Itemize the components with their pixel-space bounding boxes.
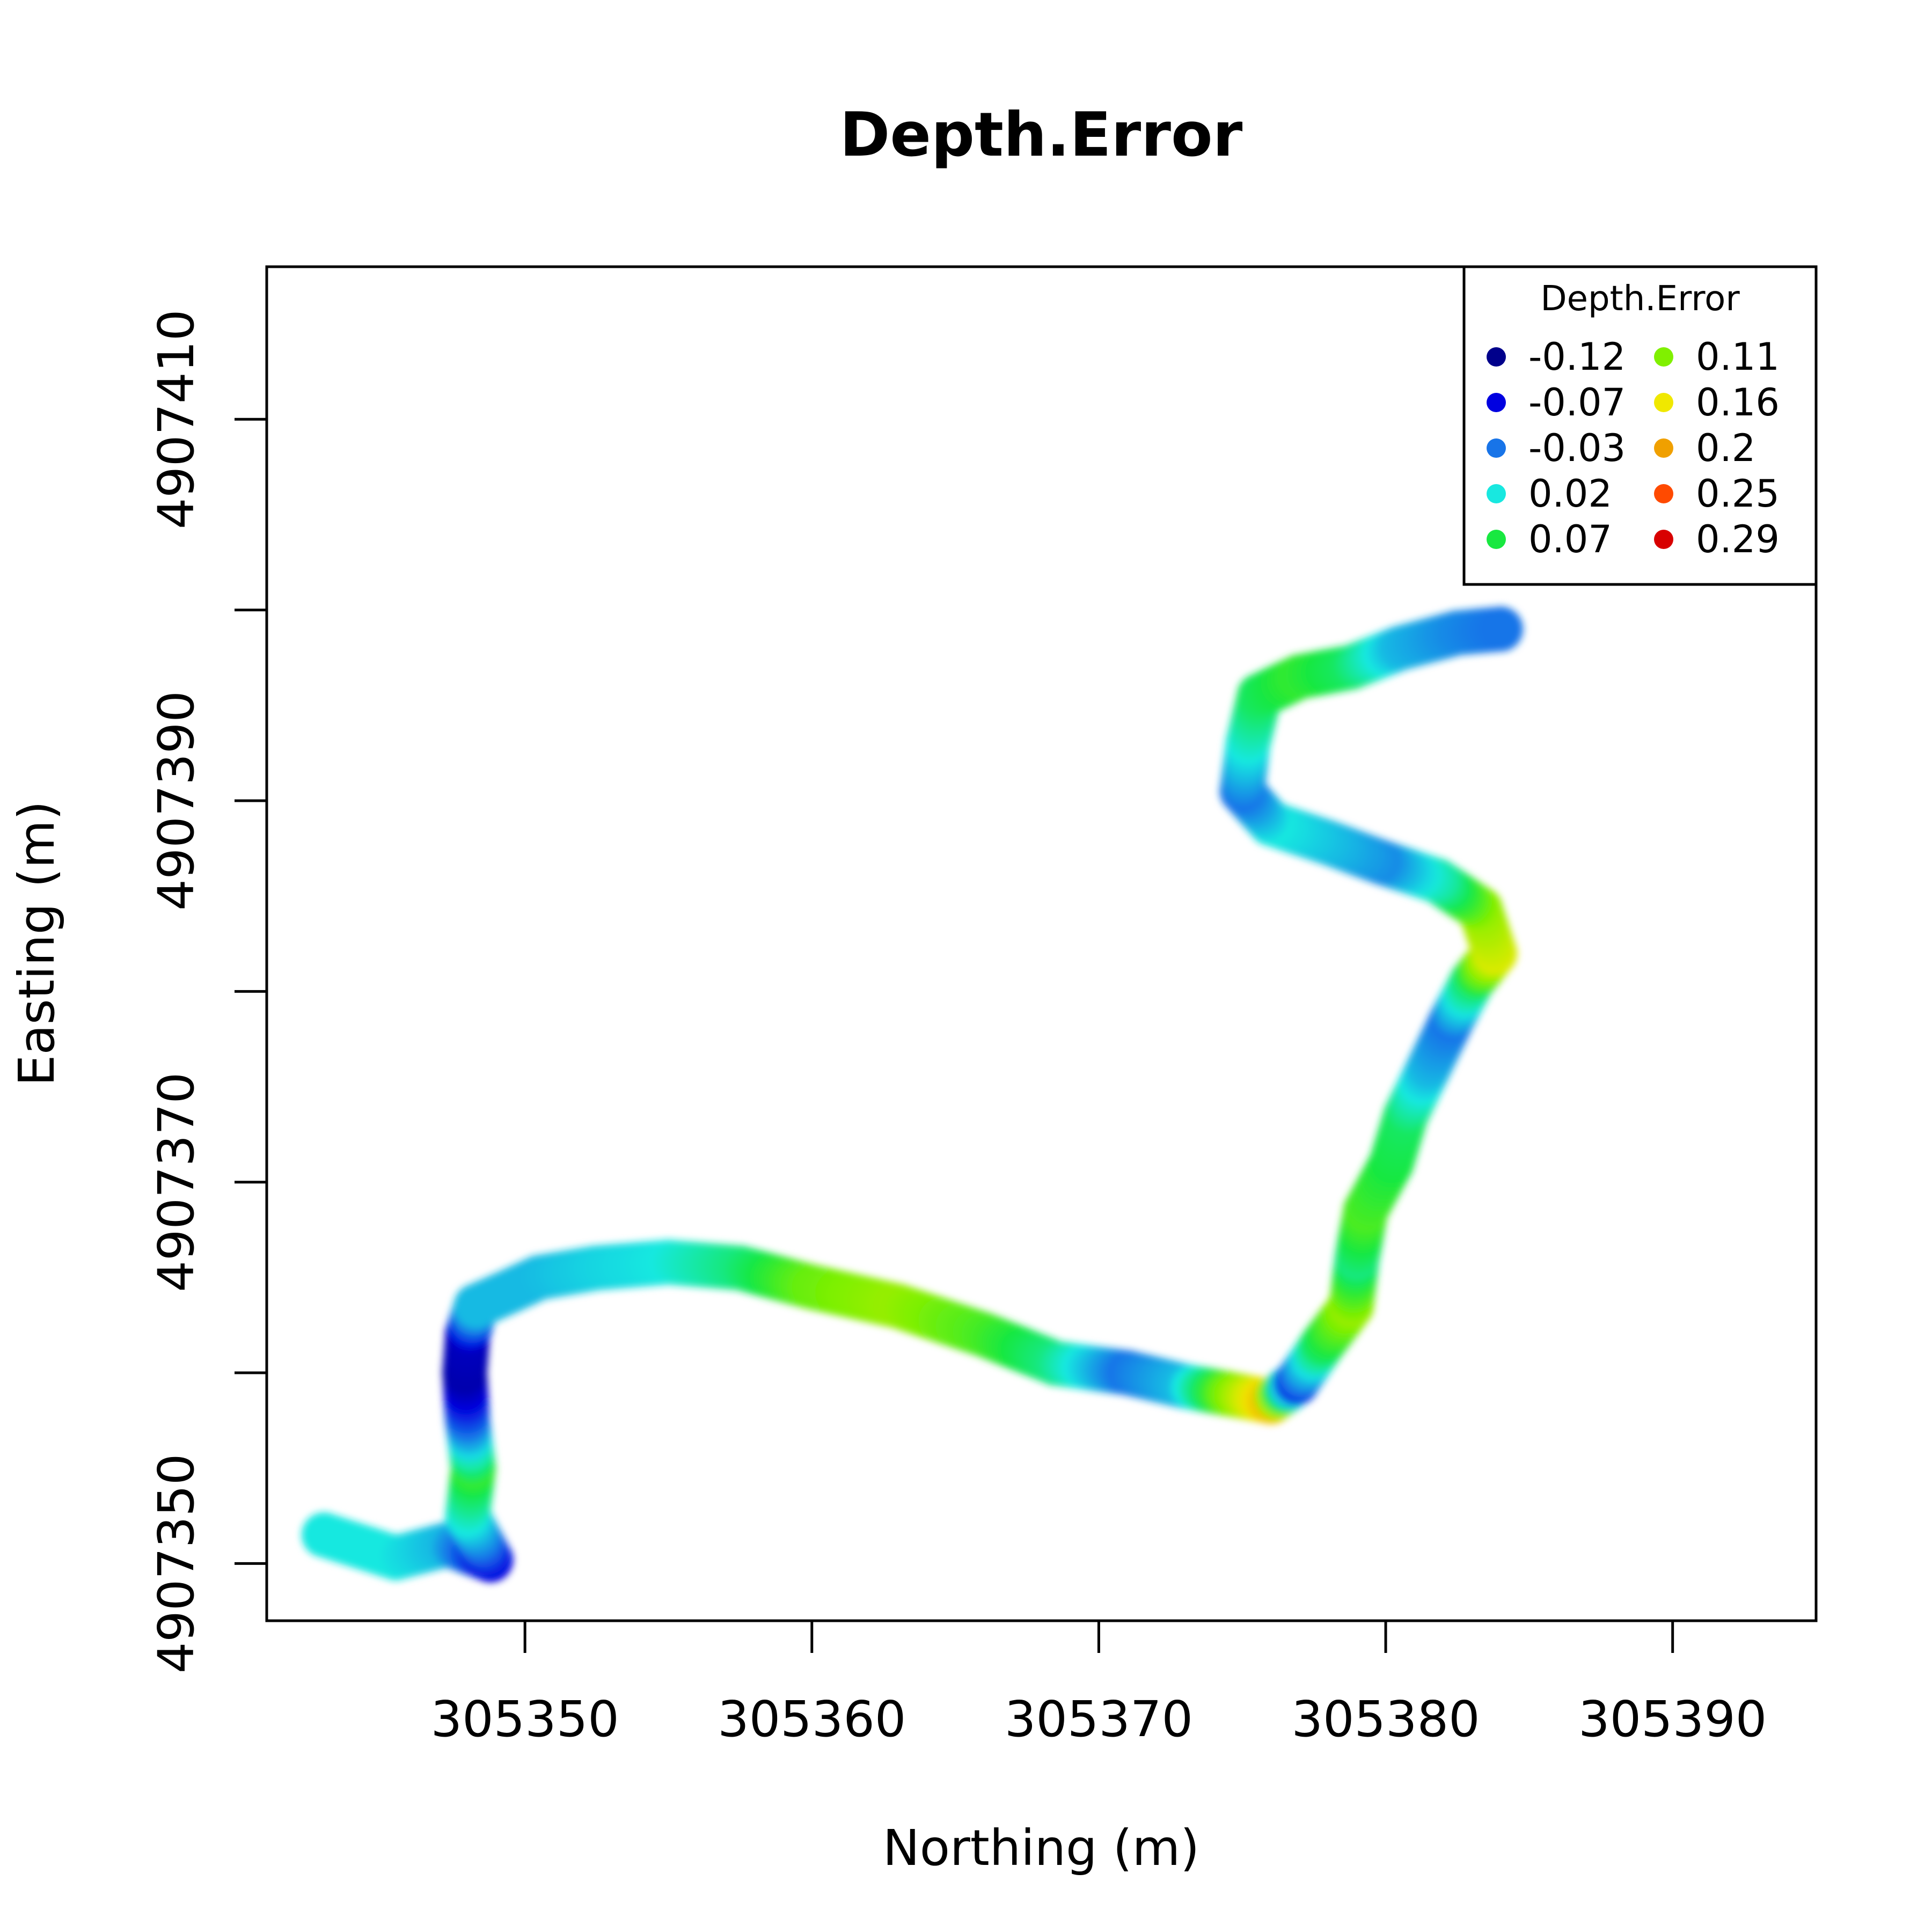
legend-label: 0.29 xyxy=(1696,517,1780,561)
x-axis-label: Northing (m) xyxy=(883,1819,1199,1877)
legend-label: 0.07 xyxy=(1528,517,1612,561)
legend-label: 0.11 xyxy=(1696,335,1780,379)
legend-label: -0.07 xyxy=(1528,380,1626,425)
x-tick-label: 305390 xyxy=(1578,1690,1767,1748)
plot-frame xyxy=(265,265,1818,1622)
y-tick-label: 4907350 xyxy=(148,1454,205,1674)
legend-swatch xyxy=(1487,438,1506,458)
legend-swatch xyxy=(1654,530,1673,549)
y-tick-label: 4907370 xyxy=(148,1072,205,1292)
legend-swatch xyxy=(1487,393,1506,412)
legend-swatch xyxy=(1487,347,1506,367)
legend-swatch xyxy=(1654,438,1673,458)
x-tick-label: 305380 xyxy=(1291,1690,1480,1748)
y-tick-label: 4907390 xyxy=(148,691,205,911)
legend-swatch xyxy=(1654,393,1673,412)
legend-swatch xyxy=(1487,530,1506,549)
survey-point xyxy=(1477,606,1523,652)
legend-swatch xyxy=(1654,484,1673,503)
y-axis-label: Easting (m) xyxy=(8,801,65,1086)
legend-label: -0.03 xyxy=(1528,426,1626,470)
x-tick-label: 305370 xyxy=(1005,1690,1193,1748)
legend-label: 0.25 xyxy=(1696,472,1780,516)
legend-label: 0.2 xyxy=(1696,426,1755,470)
legend-label: -0.12 xyxy=(1528,335,1626,379)
y-axis: 4907350 4907370 4907390 4907410 xyxy=(148,309,267,1673)
legend-label: 0.02 xyxy=(1528,472,1612,516)
chart-title: Depth.Error xyxy=(840,99,1243,170)
legend: Depth.Error -0.12-0.07-0.030.020.070.110… xyxy=(1462,265,1818,586)
legend-box xyxy=(1462,265,1818,586)
x-tick-label: 305350 xyxy=(431,1690,619,1748)
legend-swatch xyxy=(1654,347,1673,367)
legend-title: Depth.Error xyxy=(1540,279,1740,319)
x-tick-label: 305360 xyxy=(718,1690,906,1748)
x-axis: 305350 305360 305370 305380 305390 xyxy=(431,1621,1767,1748)
y-tick-label: 4907410 xyxy=(148,309,205,529)
legend-swatch xyxy=(1487,484,1506,503)
legend-label: 0.16 xyxy=(1696,380,1780,425)
river-survey-points xyxy=(301,606,1523,1583)
